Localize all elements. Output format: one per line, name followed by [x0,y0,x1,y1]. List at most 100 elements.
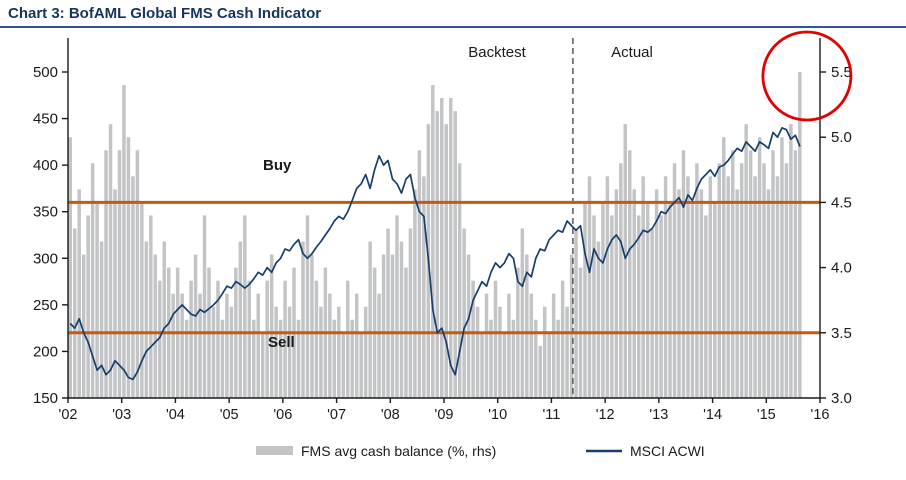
cash-bar [466,254,471,398]
cash-bar [498,306,502,398]
backtest-label: Backtest [468,44,526,61]
cash-bar [677,189,681,398]
x-axis-tick-label: '06 [273,407,292,423]
cash-bar [551,293,556,398]
cash-bar [462,228,466,398]
cash-bar [95,202,99,398]
legend-bar-label: FMS avg cash balance (%, rhs) [301,443,496,459]
right-axis-tick-label: 5.5 [831,64,852,81]
left-axis-tick-label: 200 [33,343,58,360]
cash-bar [542,306,547,398]
cash-bar [560,280,565,398]
cash-bar [780,137,784,398]
cash-bar [547,332,551,398]
cash-bar [641,176,645,398]
cash-balance-bars [68,72,802,399]
cash-bar [489,319,493,398]
legend: FMS avg cash balance (%, rhs) MSCI ACWI [256,443,705,459]
cash-bar [681,150,686,398]
cash-bar [341,332,346,398]
cash-bar [81,254,86,398]
cash-bar [605,176,610,398]
legend-bar-swatch [256,446,293,455]
cash-bar [243,215,247,398]
cash-bar [444,124,448,398]
cash-bar [131,176,135,398]
cash-bar [762,163,766,398]
x-axis-tick-label: '14 [703,407,722,423]
cash-bar [256,293,260,398]
x-axis-tick-label: '08 [381,407,400,423]
x-axis-tick-label: '04 [166,407,185,423]
cash-bar [184,319,189,398]
x-axis-tick-label: '02 [59,407,78,423]
cash-bar [126,137,131,398]
cash-bar [695,163,699,398]
cash-bar [171,293,175,398]
cash-bar [471,280,475,398]
cash-bar [484,293,489,398]
x-axis-tick-label: '07 [327,407,346,423]
cash-bar [748,150,753,398]
cash-bar [216,280,220,398]
cash-bar [431,85,435,398]
chart-canvas: 150 200 250 300 350 400 450 500 3.0 3.5 4.0 4.5 5.0 5… [33,30,853,459]
cash-bar [395,215,399,398]
cash-bar [337,306,341,398]
cash-bar [408,228,413,398]
cash-bar [68,137,72,398]
cash-bar [771,150,775,398]
cash-bar [77,189,81,398]
left-axis-tick-label: 250 [33,297,58,314]
cash-bar [753,176,757,398]
cash-bar [757,137,762,398]
cash-bar [619,163,623,398]
right-axis-tick-label: 4.5 [831,194,852,211]
x-axis-tick-label: '15 [757,407,776,423]
cash-bar [122,85,126,398]
cash-bar [726,176,730,398]
cash-bar [650,228,654,398]
cash-bar [269,254,274,398]
cash-bar [448,98,453,398]
cash-bar [229,306,234,398]
cash-bar [328,293,332,398]
cash-bar [346,280,350,398]
cash-bar [735,189,739,398]
sell-label: Sell [268,334,295,351]
x-axis-tick-label: '11 [543,407,561,423]
cash-bar [502,332,507,398]
cash-bar [198,293,202,398]
cash-bar [690,202,695,398]
cash-bar [377,293,381,398]
cash-bar [659,215,663,398]
buy-label: Buy [263,157,292,174]
left-axis-tick-label: 150 [33,390,58,407]
cash-bar [363,306,368,398]
cash-bar [475,306,480,398]
x-axis-tick-label: '03 [112,407,131,423]
cash-bar [636,215,641,398]
right-axis-tick-label: 3.5 [831,325,852,342]
cash-bar [565,306,569,398]
cash-bar [744,124,748,398]
cash-bar [775,176,780,398]
left-axis-tick-label: 350 [33,204,58,221]
cash-bar [739,163,744,398]
right-axis-tick-label: 4.0 [831,260,852,277]
x-axis-tick-label: '10 [488,407,507,423]
cash-bar [135,150,140,398]
msci-acwi-line [69,127,801,381]
cash-bar [149,215,153,398]
cash-bar [354,293,359,398]
cash-bar [158,280,162,398]
cash-bar [225,293,229,398]
cash-bar [296,319,301,398]
cash-bar [368,241,372,398]
cash-bar [265,280,269,398]
cash-bar [457,163,462,398]
x-axis-tick-label: '05 [220,407,239,423]
cash-bar [556,319,560,398]
cash-bar [654,189,659,398]
cash-bar [104,150,108,398]
